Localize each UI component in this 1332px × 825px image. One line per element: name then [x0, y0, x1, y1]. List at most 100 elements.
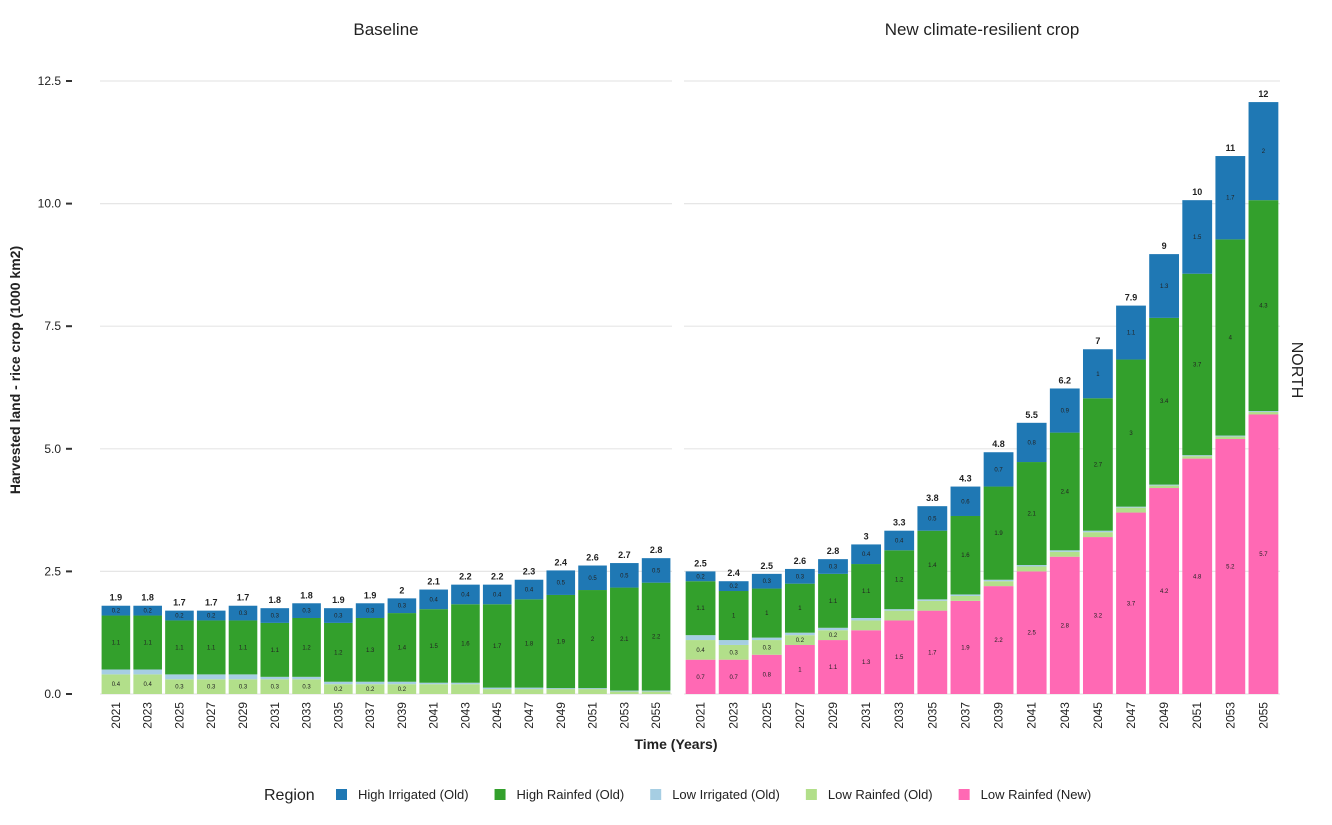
data-label: 1.6: [461, 641, 470, 647]
bar-segment: [546, 688, 576, 690]
bar-segment: [641, 582, 671, 691]
bar-segment: [884, 550, 915, 610]
data-label: 0.2: [334, 687, 343, 693]
bar-segment: [1082, 349, 1113, 399]
bar-segment: [133, 615, 162, 670]
data-label: 1.1: [239, 645, 248, 651]
bar-segment: [1049, 556, 1080, 694]
bar-segment: [718, 644, 749, 660]
total-label: 9: [1162, 241, 1167, 251]
data-label: 0.3: [207, 685, 216, 691]
bar-segment: [292, 617, 321, 677]
data-label: 0.3: [366, 609, 375, 615]
bar-segment: [260, 622, 290, 677]
x-tick-label: 2023: [141, 702, 155, 729]
bar-segment: [355, 617, 385, 682]
data-label: 1.2: [895, 578, 904, 584]
data-label: 0.4: [429, 597, 438, 603]
data-label: 1.2: [334, 650, 343, 656]
facet-label: NORTH: [1288, 342, 1305, 399]
data-label: 0.2: [796, 638, 805, 644]
data-label: 0.3: [302, 609, 311, 615]
data-label: 0.3: [829, 564, 838, 570]
data-label: 0.4: [862, 552, 871, 558]
x-tick-label: 2053: [617, 702, 631, 729]
data-label: 1.2: [302, 645, 311, 651]
bar-segment: [1049, 432, 1080, 551]
bar-segment: [1248, 412, 1279, 415]
bar-segment: [718, 640, 749, 645]
total-label: 2.5: [761, 561, 774, 571]
panel-title: Baseline: [353, 20, 418, 39]
bar-segment: [1149, 484, 1180, 486]
data-label: 1.6: [961, 553, 970, 559]
x-tick-label: 2037: [958, 702, 972, 729]
bar-segment: [228, 605, 258, 621]
bar-segment: [818, 630, 848, 641]
bar-segment: [578, 689, 607, 694]
bar-segment: [101, 615, 131, 670]
bar-segment: [133, 669, 162, 675]
x-tick-label: 2051: [1190, 702, 1204, 729]
bar-segment: [165, 674, 194, 680]
legend-title: Region: [264, 787, 315, 804]
bar-segment: [1248, 414, 1279, 694]
x-tick-label: 2021: [109, 702, 123, 729]
bar-segment: [292, 676, 321, 680]
bar-segment: [514, 599, 544, 688]
bar-segment: [482, 604, 512, 688]
x-tick-label: 2029: [826, 702, 840, 729]
total-label: 2.4: [727, 568, 740, 578]
data-label: 4.3: [1259, 304, 1268, 310]
bar-segment: [387, 598, 417, 614]
bar-segment: [1016, 462, 1047, 566]
data-label: 0.3: [239, 685, 248, 691]
data-label: 5.7: [1259, 552, 1268, 558]
data-label: 2.2: [994, 638, 1003, 644]
total-label: 12: [1258, 89, 1268, 99]
bar-segment: [324, 684, 353, 694]
data-label: 1.1: [829, 599, 838, 605]
bar-segment: [751, 637, 782, 641]
data-label: 4.2: [1160, 589, 1169, 595]
bar-segment: [514, 687, 544, 690]
total-label: 2.4: [555, 557, 568, 567]
data-label: 0.2: [112, 609, 121, 615]
bar-segment: [983, 586, 1014, 694]
data-label: 0.3: [302, 685, 311, 691]
bar-segment: [165, 620, 194, 675]
data-label: 3: [1129, 431, 1133, 437]
bar-segment: [196, 674, 226, 680]
x-tick-label: 2027: [793, 702, 807, 729]
bar-segment: [641, 690, 671, 692]
bar-segment: [851, 630, 882, 694]
total-label: 1.9: [364, 590, 377, 600]
total-label: 2.3: [523, 567, 536, 577]
total-label: 2.1: [427, 577, 440, 587]
data-label: 0.3: [763, 579, 772, 585]
bar-segment: [260, 608, 290, 623]
bar-segment: [228, 674, 258, 680]
y-tick-label: 2.5: [44, 564, 61, 578]
data-label: 1: [732, 614, 736, 620]
bar-segment: [851, 564, 882, 618]
total-label: 1.9: [332, 595, 345, 605]
bar-segment: [917, 530, 948, 600]
legend-swatch: [336, 789, 347, 800]
bar-segment: [1116, 512, 1146, 694]
data-label: 1.1: [207, 645, 216, 651]
x-tick-label: 2033: [300, 702, 314, 729]
total-label: 2.6: [794, 556, 807, 566]
bar-segment: [451, 584, 480, 605]
bar-segment: [751, 654, 782, 694]
data-label: 0.2: [207, 614, 216, 620]
data-label: 0.2: [696, 574, 705, 580]
data-label: 0.5: [620, 573, 629, 579]
y-tick-label: 0.0: [44, 687, 61, 701]
bar-segment: [818, 573, 848, 628]
bar-segment: [228, 679, 258, 694]
bar-segment: [818, 627, 848, 631]
bar-segment: [950, 595, 981, 601]
data-label: 1.1: [175, 645, 184, 651]
bar-segment: [1082, 398, 1113, 531]
